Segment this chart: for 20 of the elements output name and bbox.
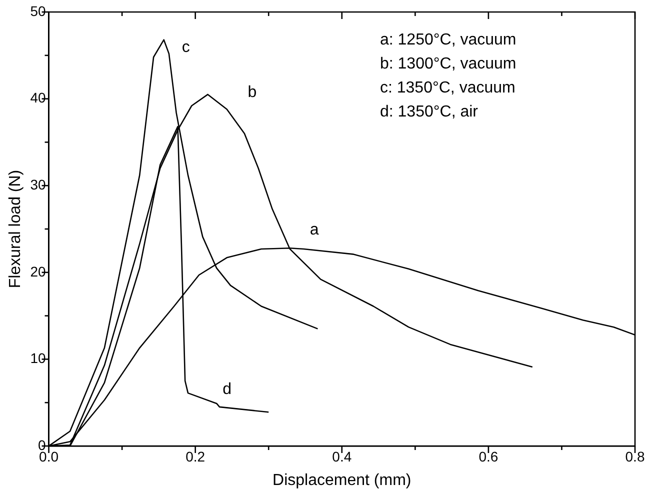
- y-tick-label: 50: [30, 2, 46, 19]
- y-tick-label: 20: [30, 263, 46, 280]
- x-tick-label: 0.2: [186, 448, 206, 464]
- x-axis-title: Displacement (mm): [272, 472, 412, 489]
- x-tick-label: 0.8: [625, 448, 645, 464]
- series-label: c: [182, 39, 190, 56]
- annotation: d: 1350°C, air: [380, 103, 479, 120]
- x-tick-label: 0.4: [332, 448, 352, 464]
- series-label: b: [248, 84, 257, 101]
- annotation: c: 1350°C, vacuum: [380, 79, 516, 96]
- y-tick-label: 40: [30, 90, 46, 106]
- series-label: a: [310, 222, 319, 238]
- y-axis-title: Flexural load (N): [7, 170, 24, 288]
- y-tick-label: 30: [30, 176, 46, 192]
- series-label: d: [222, 380, 232, 398]
- annotation: b: 1300°C, vacuum: [380, 55, 516, 72]
- x-tick-label: 0.6: [478, 448, 498, 464]
- annotation: a: 1250°C, vacuum: [380, 31, 516, 48]
- y-tick-label: 10: [30, 350, 46, 366]
- y-tick-label: 0: [38, 436, 46, 453]
